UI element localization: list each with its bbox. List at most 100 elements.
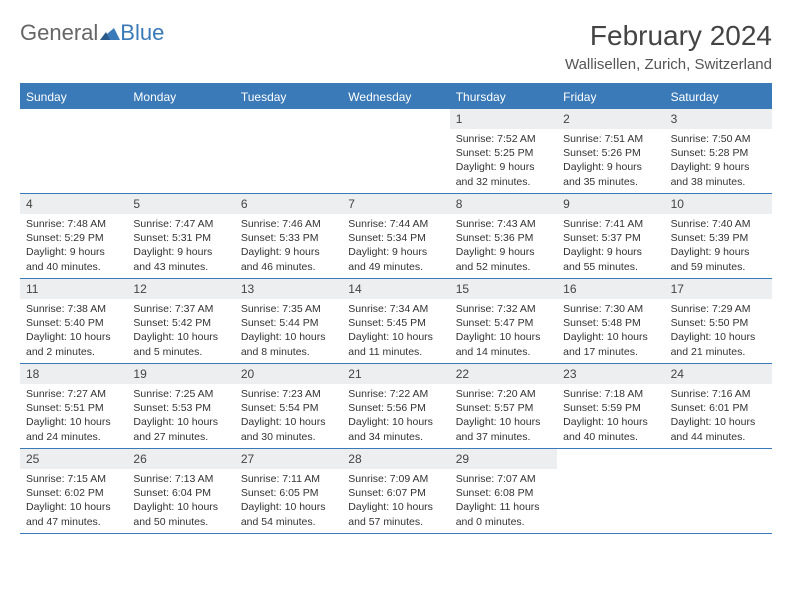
empty-cell [665, 449, 772, 533]
day-number: 20 [235, 364, 342, 384]
day-details: Sunrise: 7:11 AMSunset: 6:05 PMDaylight:… [235, 469, 342, 532]
title-block: February 2024 Wallisellen, Zurich, Switz… [565, 20, 772, 73]
location-subtitle: Wallisellen, Zurich, Switzerland [565, 56, 772, 73]
day-details: Sunrise: 7:38 AMSunset: 5:40 PMDaylight:… [20, 299, 127, 362]
day-header-saturday: Saturday [665, 85, 772, 109]
day-number: 6 [235, 194, 342, 214]
day-cell: 15Sunrise: 7:32 AMSunset: 5:47 PMDayligh… [450, 279, 557, 363]
day-number: 14 [342, 279, 449, 299]
day-details: Sunrise: 7:22 AMSunset: 5:56 PMDaylight:… [342, 384, 449, 447]
day-details: Sunrise: 7:09 AMSunset: 6:07 PMDaylight:… [342, 469, 449, 532]
logo-text-1: General [20, 20, 98, 46]
day-cell: 8Sunrise: 7:43 AMSunset: 5:36 PMDaylight… [450, 194, 557, 278]
day-details: Sunrise: 7:47 AMSunset: 5:31 PMDaylight:… [127, 214, 234, 277]
day-number: 26 [127, 449, 234, 469]
day-number: 29 [450, 449, 557, 469]
day-cell: 28Sunrise: 7:09 AMSunset: 6:07 PMDayligh… [342, 449, 449, 533]
day-details: Sunrise: 7:32 AMSunset: 5:47 PMDaylight:… [450, 299, 557, 362]
day-number: 12 [127, 279, 234, 299]
day-details: Sunrise: 7:46 AMSunset: 5:33 PMDaylight:… [235, 214, 342, 277]
day-cell: 24Sunrise: 7:16 AMSunset: 6:01 PMDayligh… [665, 364, 772, 448]
day-number: 10 [665, 194, 772, 214]
day-number: 23 [557, 364, 664, 384]
day-details: Sunrise: 7:37 AMSunset: 5:42 PMDaylight:… [127, 299, 234, 362]
day-cell: 25Sunrise: 7:15 AMSunset: 6:02 PMDayligh… [20, 449, 127, 533]
logo-icon [100, 20, 120, 46]
day-number: 28 [342, 449, 449, 469]
day-header-wednesday: Wednesday [342, 85, 449, 109]
empty-cell [557, 449, 664, 533]
day-cell: 18Sunrise: 7:27 AMSunset: 5:51 PMDayligh… [20, 364, 127, 448]
day-cell: 27Sunrise: 7:11 AMSunset: 6:05 PMDayligh… [235, 449, 342, 533]
day-cell: 20Sunrise: 7:23 AMSunset: 5:54 PMDayligh… [235, 364, 342, 448]
day-header-tuesday: Tuesday [235, 85, 342, 109]
day-cell: 26Sunrise: 7:13 AMSunset: 6:04 PMDayligh… [127, 449, 234, 533]
day-details: Sunrise: 7:27 AMSunset: 5:51 PMDaylight:… [20, 384, 127, 447]
day-details: Sunrise: 7:23 AMSunset: 5:54 PMDaylight:… [235, 384, 342, 447]
day-number: 18 [20, 364, 127, 384]
page-title: February 2024 [565, 20, 772, 52]
week-row: 18Sunrise: 7:27 AMSunset: 5:51 PMDayligh… [20, 364, 772, 449]
day-details: Sunrise: 7:52 AMSunset: 5:25 PMDaylight:… [450, 129, 557, 192]
day-cell: 14Sunrise: 7:34 AMSunset: 5:45 PMDayligh… [342, 279, 449, 363]
day-number: 7 [342, 194, 449, 214]
day-cell: 6Sunrise: 7:46 AMSunset: 5:33 PMDaylight… [235, 194, 342, 278]
day-cell: 29Sunrise: 7:07 AMSunset: 6:08 PMDayligh… [450, 449, 557, 533]
day-cell: 1Sunrise: 7:52 AMSunset: 5:25 PMDaylight… [450, 109, 557, 193]
day-number: 27 [235, 449, 342, 469]
day-details: Sunrise: 7:50 AMSunset: 5:28 PMDaylight:… [665, 129, 772, 192]
day-cell: 21Sunrise: 7:22 AMSunset: 5:56 PMDayligh… [342, 364, 449, 448]
day-cell: 23Sunrise: 7:18 AMSunset: 5:59 PMDayligh… [557, 364, 664, 448]
day-cell: 10Sunrise: 7:40 AMSunset: 5:39 PMDayligh… [665, 194, 772, 278]
day-cell: 9Sunrise: 7:41 AMSunset: 5:37 PMDaylight… [557, 194, 664, 278]
day-number: 9 [557, 194, 664, 214]
day-number: 4 [20, 194, 127, 214]
day-details: Sunrise: 7:15 AMSunset: 6:02 PMDaylight:… [20, 469, 127, 532]
day-details: Sunrise: 7:35 AMSunset: 5:44 PMDaylight:… [235, 299, 342, 362]
day-cell: 16Sunrise: 7:30 AMSunset: 5:48 PMDayligh… [557, 279, 664, 363]
day-number: 25 [20, 449, 127, 469]
empty-cell [235, 109, 342, 193]
day-cell: 11Sunrise: 7:38 AMSunset: 5:40 PMDayligh… [20, 279, 127, 363]
week-row: 25Sunrise: 7:15 AMSunset: 6:02 PMDayligh… [20, 449, 772, 534]
week-row: 1Sunrise: 7:52 AMSunset: 5:25 PMDaylight… [20, 109, 772, 194]
day-details: Sunrise: 7:18 AMSunset: 5:59 PMDaylight:… [557, 384, 664, 447]
day-cell: 7Sunrise: 7:44 AMSunset: 5:34 PMDaylight… [342, 194, 449, 278]
day-details: Sunrise: 7:20 AMSunset: 5:57 PMDaylight:… [450, 384, 557, 447]
day-number: 1 [450, 109, 557, 129]
day-number: 5 [127, 194, 234, 214]
logo-text-2: Blue [120, 20, 164, 46]
logo: General Blue [20, 20, 164, 46]
day-number: 22 [450, 364, 557, 384]
day-details: Sunrise: 7:48 AMSunset: 5:29 PMDaylight:… [20, 214, 127, 277]
day-details: Sunrise: 7:07 AMSunset: 6:08 PMDaylight:… [450, 469, 557, 532]
day-details: Sunrise: 7:16 AMSunset: 6:01 PMDaylight:… [665, 384, 772, 447]
day-number: 8 [450, 194, 557, 214]
week-row: 4Sunrise: 7:48 AMSunset: 5:29 PMDaylight… [20, 194, 772, 279]
day-details: Sunrise: 7:13 AMSunset: 6:04 PMDaylight:… [127, 469, 234, 532]
day-details: Sunrise: 7:40 AMSunset: 5:39 PMDaylight:… [665, 214, 772, 277]
empty-cell [20, 109, 127, 193]
day-header-row: SundayMondayTuesdayWednesdayThursdayFrid… [20, 85, 772, 109]
day-cell: 12Sunrise: 7:37 AMSunset: 5:42 PMDayligh… [127, 279, 234, 363]
day-number: 16 [557, 279, 664, 299]
day-number: 2 [557, 109, 664, 129]
day-header-sunday: Sunday [20, 85, 127, 109]
day-header-monday: Monday [127, 85, 234, 109]
day-number: 3 [665, 109, 772, 129]
day-cell: 3Sunrise: 7:50 AMSunset: 5:28 PMDaylight… [665, 109, 772, 193]
day-cell: 22Sunrise: 7:20 AMSunset: 5:57 PMDayligh… [450, 364, 557, 448]
day-cell: 19Sunrise: 7:25 AMSunset: 5:53 PMDayligh… [127, 364, 234, 448]
header: General Blue February 2024 Wallisellen, … [20, 20, 772, 73]
day-details: Sunrise: 7:30 AMSunset: 5:48 PMDaylight:… [557, 299, 664, 362]
day-details: Sunrise: 7:43 AMSunset: 5:36 PMDaylight:… [450, 214, 557, 277]
day-number: 15 [450, 279, 557, 299]
day-number: 17 [665, 279, 772, 299]
day-details: Sunrise: 7:41 AMSunset: 5:37 PMDaylight:… [557, 214, 664, 277]
day-header-friday: Friday [557, 85, 664, 109]
day-details: Sunrise: 7:25 AMSunset: 5:53 PMDaylight:… [127, 384, 234, 447]
day-number: 21 [342, 364, 449, 384]
empty-cell [127, 109, 234, 193]
day-details: Sunrise: 7:51 AMSunset: 5:26 PMDaylight:… [557, 129, 664, 192]
empty-cell [342, 109, 449, 193]
